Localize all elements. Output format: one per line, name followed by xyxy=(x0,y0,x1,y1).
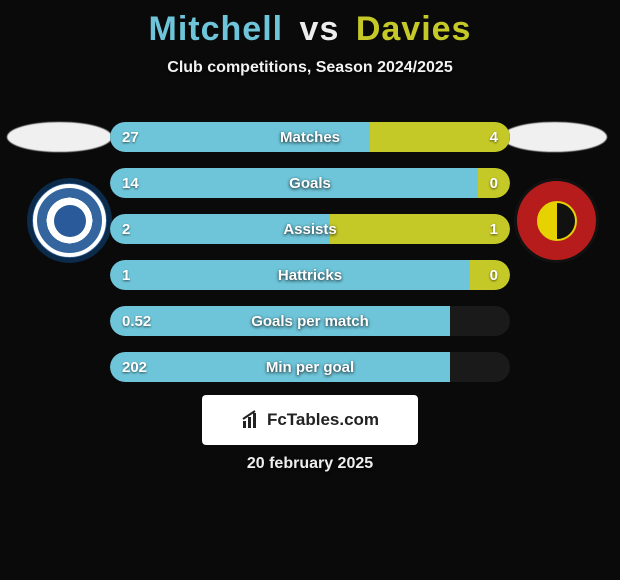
stat-row-min-per-goal: 202Min per goal xyxy=(110,352,510,382)
player1-club-badge xyxy=(27,178,112,263)
player2-name: Davies xyxy=(356,10,472,48)
stat-fill-left xyxy=(110,168,478,198)
stat-value-left: 14 xyxy=(110,168,151,198)
stat-row-assists: 21Assists xyxy=(110,214,510,244)
player1-headshot xyxy=(7,122,112,152)
comparison-title: Mitchell vs Davies xyxy=(0,0,620,49)
stat-value-right: 0 xyxy=(478,260,510,290)
stat-value-right: 1 xyxy=(478,214,510,244)
watermark-text: FcTables.com xyxy=(267,410,379,430)
stat-value-left: 202 xyxy=(110,352,159,382)
stat-row-goals-per-match: 0.52Goals per match xyxy=(110,306,510,336)
date: 20 february 2025 xyxy=(0,455,620,473)
player1-name: Mitchell xyxy=(149,10,284,48)
vs-text: vs xyxy=(300,10,340,48)
stat-fill-left xyxy=(110,260,470,290)
stat-value-left: 1 xyxy=(110,260,142,290)
stat-row-goals: 140Goals xyxy=(110,168,510,198)
stat-row-matches: 274Matches xyxy=(110,122,510,152)
player2-headshot xyxy=(502,122,607,152)
stat-value-left: 2 xyxy=(110,214,142,244)
stat-fill-left xyxy=(110,214,330,244)
stat-fill-left xyxy=(110,352,450,382)
logo-icon xyxy=(241,410,261,430)
stat-value-left: 27 xyxy=(110,122,151,152)
subtitle: Club competitions, Season 2024/2025 xyxy=(0,59,620,77)
stat-value-right: 0 xyxy=(478,168,510,198)
stat-value-left: 0.52 xyxy=(110,306,163,336)
stat-row-hattricks: 10Hattricks xyxy=(110,260,510,290)
stat-value-right: 4 xyxy=(478,122,510,152)
stats-bars: 274Matches140Goals21Assists10Hattricks0.… xyxy=(110,122,510,398)
watermark: FcTables.com xyxy=(202,395,418,445)
player2-club-badge xyxy=(514,178,599,263)
